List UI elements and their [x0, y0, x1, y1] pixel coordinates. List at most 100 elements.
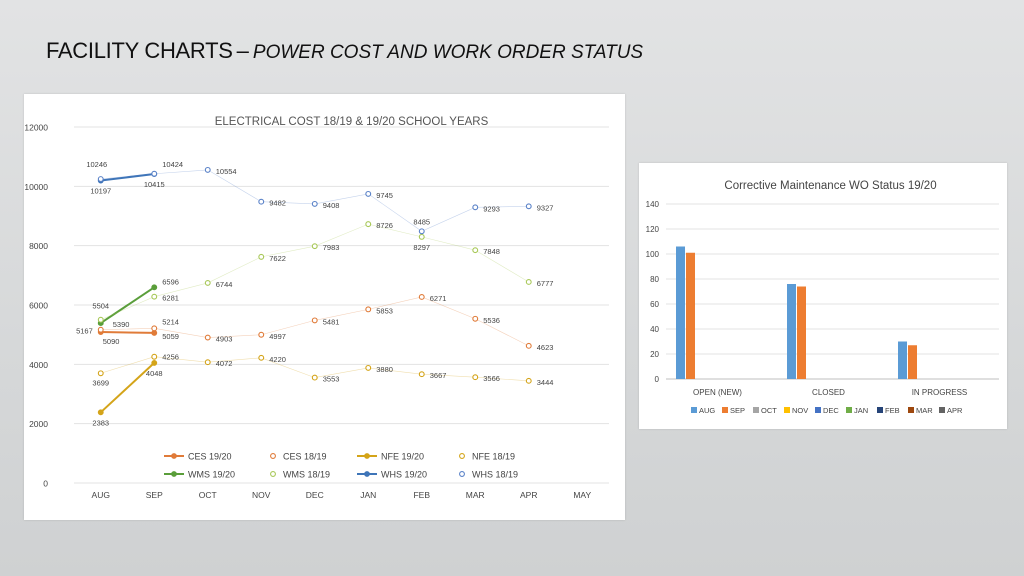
- x-tick-label: DEC: [306, 490, 324, 500]
- slide-title-dash: –: [236, 38, 249, 63]
- data-point: [525, 342, 532, 349]
- data-point: [365, 306, 372, 313]
- x-tick-label: CLOSED: [812, 388, 845, 397]
- wo-status-chart: Corrective Maintenance WO Status 19/20 0 2…: [646, 180, 999, 415]
- data-point: [525, 278, 532, 285]
- x-tick-label: SEP: [146, 490, 163, 500]
- data-point: [311, 200, 318, 207]
- bar: [908, 345, 917, 379]
- data-label: 8297: [413, 243, 430, 252]
- legend-label: NFE 19/20: [381, 452, 424, 462]
- data-label: 5214: [162, 317, 179, 326]
- data-point: [472, 247, 479, 254]
- y-tick-label: 100: [646, 250, 660, 259]
- data-point: [97, 326, 104, 333]
- data-point: [204, 334, 211, 341]
- legend-label: WHS 19/20: [381, 470, 427, 480]
- data-label: 10415: [144, 180, 165, 189]
- legend-label: NOV: [792, 406, 808, 415]
- slide-title: FACILITY CHARTS – POWER COST AND WORK ORDE…: [46, 38, 643, 64]
- data-label: 4048: [146, 369, 163, 378]
- data-label: 8485: [413, 217, 430, 226]
- data-label: 4072: [216, 359, 233, 368]
- x-tick-label: JAN: [360, 490, 376, 500]
- data-label: 7848: [483, 247, 500, 256]
- x-tick-label: MAR: [466, 490, 485, 500]
- data-point: [97, 176, 104, 182]
- bar: [898, 341, 907, 379]
- data-point: [365, 190, 372, 197]
- legend-swatch: [939, 407, 945, 413]
- series-line-whs-19-20: [100, 173, 155, 182]
- chart-title: Corrective Maintenance WO Status 19/20: [724, 180, 936, 192]
- data-label: 3667: [430, 371, 447, 380]
- legend-marker: [364, 453, 370, 459]
- slide-title-sub: POWER COST AND WORK ORDER STATUS: [252, 42, 644, 63]
- legend-label: NFE 18/19: [472, 452, 515, 462]
- data-label: 9408: [323, 201, 340, 210]
- data-label: 9745: [376, 191, 393, 200]
- data-point: [472, 315, 479, 322]
- legend-label: OCT: [761, 406, 777, 415]
- data-label: 5390: [113, 320, 130, 329]
- data-label: 6271: [430, 294, 447, 303]
- data-label: 4903: [216, 335, 233, 344]
- data-point: [204, 166, 211, 173]
- data-point: [97, 370, 104, 377]
- data-label: 4220: [269, 355, 286, 364]
- data-label: 10246: [86, 160, 107, 169]
- data-point: [311, 374, 318, 381]
- data-label: 4997: [269, 332, 286, 341]
- bar: [787, 284, 796, 379]
- bar: [797, 286, 806, 379]
- data-label: 10424: [162, 160, 183, 169]
- data-label: 2383: [92, 418, 109, 427]
- data-label: 6777: [537, 279, 554, 288]
- data-point: [97, 409, 104, 416]
- data-point: [258, 198, 265, 205]
- data-label: 3699: [92, 378, 109, 387]
- x-tick-label: OCT: [199, 490, 217, 500]
- y-tick-label: 2000: [29, 419, 48, 429]
- y-tick-label: 140: [646, 200, 660, 209]
- x-tick-label: NOV: [252, 490, 271, 500]
- data-label: 6281: [162, 294, 179, 303]
- data-label: 5536: [483, 316, 500, 325]
- data-label: 5090: [103, 337, 120, 346]
- data-point: [258, 354, 265, 361]
- legend-swatch: [846, 407, 852, 413]
- legend-label: FEB: [885, 406, 900, 415]
- data-point: [204, 279, 211, 286]
- data-label: 5167: [76, 327, 93, 336]
- legend-label: CES 19/20: [188, 452, 232, 462]
- series-line-ces-19-20: [100, 330, 155, 334]
- y-tick-label: 40: [650, 325, 659, 334]
- legend-marker: [459, 453, 465, 459]
- legend-swatch: [877, 407, 883, 413]
- data-point: [418, 233, 425, 240]
- data-label: 10197: [90, 186, 111, 195]
- y-tick-label: 20: [650, 350, 659, 359]
- legend-swatch: [815, 407, 821, 413]
- legend-marker: [171, 453, 177, 459]
- data-label: 10554: [216, 167, 237, 176]
- y-tick-label: 0: [655, 375, 660, 384]
- data-label: 4256: [162, 353, 179, 362]
- x-tick-label: IN PROGRESS: [912, 388, 968, 397]
- data-point: [258, 253, 265, 260]
- data-label: 7983: [323, 243, 340, 252]
- data-label: 3553: [323, 375, 340, 384]
- data-label: 5504: [92, 302, 109, 311]
- y-tick-label: 10000: [24, 182, 48, 192]
- legend-swatch: [908, 407, 914, 413]
- data-point: [418, 371, 425, 378]
- data-label: 4623: [537, 343, 554, 352]
- data-point: [472, 204, 479, 211]
- y-tick-label: 0: [43, 479, 48, 489]
- legend-marker: [270, 471, 276, 477]
- data-point: [525, 377, 532, 384]
- legend-marker: [364, 471, 370, 477]
- electrical-cost-chart: ELECTRICAL COST 18/19 & 19/20 SCHOOL YEA…: [24, 116, 609, 500]
- legend-swatch: [784, 407, 790, 413]
- y-tick-label: 60: [650, 300, 659, 309]
